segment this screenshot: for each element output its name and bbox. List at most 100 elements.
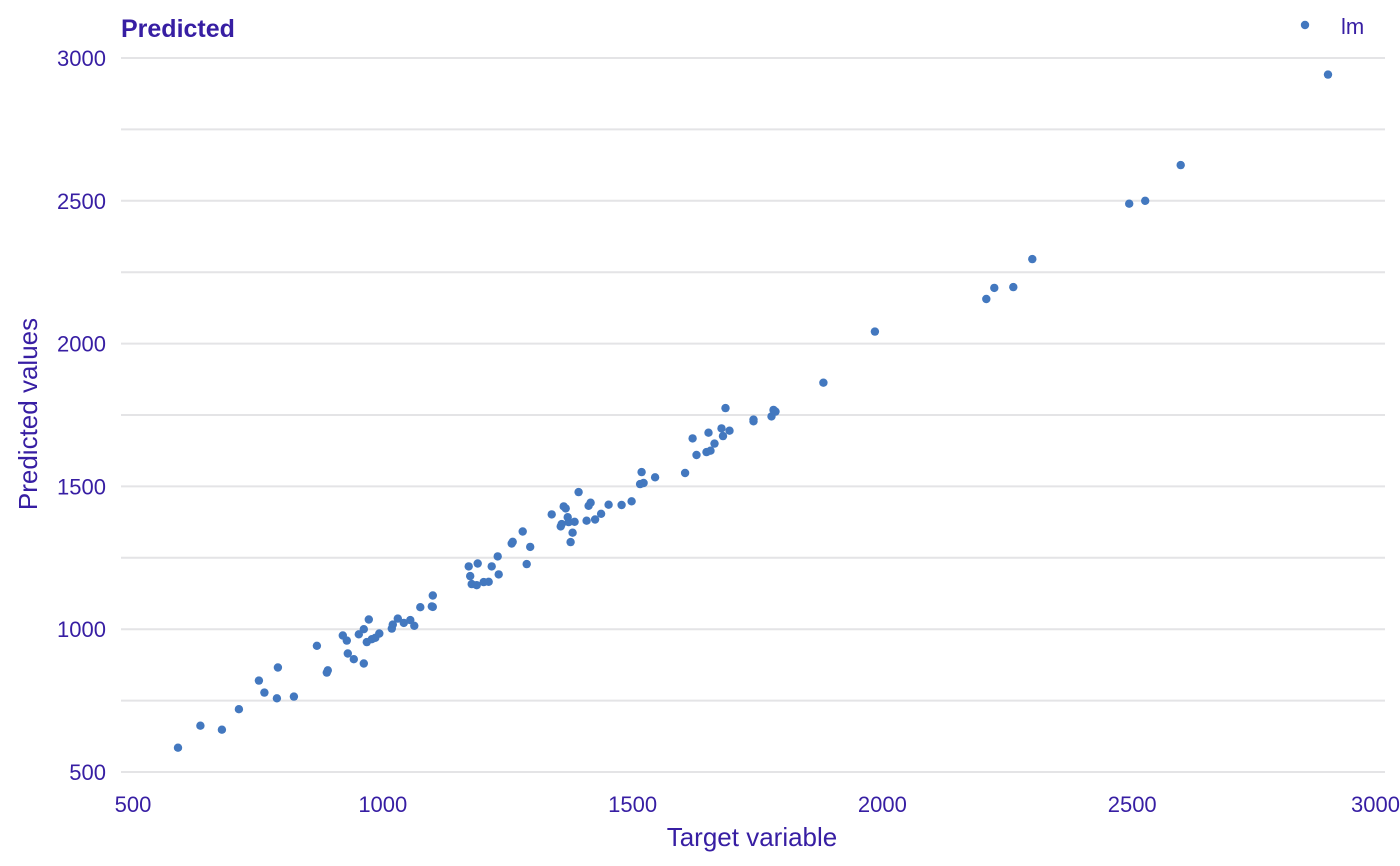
data-point <box>637 467 646 477</box>
data-point <box>819 378 828 387</box>
data-point <box>234 705 244 714</box>
data-point <box>570 517 579 526</box>
legend: lm <box>1300 14 1364 39</box>
data-point <box>393 614 402 623</box>
data-point <box>574 487 583 497</box>
data-point <box>582 516 591 525</box>
data-point <box>990 283 999 293</box>
data-point <box>312 641 322 650</box>
data-point <box>359 625 368 634</box>
data-point <box>586 498 595 507</box>
data-point <box>217 725 227 734</box>
data-point <box>518 527 527 536</box>
data-point <box>1125 199 1134 208</box>
x-axis-label: Target variable <box>667 822 838 852</box>
data-point <box>473 559 482 568</box>
data-point <box>289 692 299 701</box>
y-axis-label: Predicted values <box>13 318 43 510</box>
legend-marker <box>1300 20 1310 30</box>
data-point <box>706 446 715 455</box>
x-tick-label: 1500 <box>608 792 657 817</box>
x-tick-label: 2500 <box>1108 792 1157 817</box>
x-tick-label: 2000 <box>858 792 907 817</box>
data-point <box>568 528 577 537</box>
data-point <box>604 500 613 509</box>
data-point <box>692 450 701 460</box>
data-point <box>1009 282 1018 292</box>
data-point <box>272 694 282 703</box>
data-point <box>428 591 437 600</box>
data-point <box>359 659 368 668</box>
data-point <box>273 663 283 672</box>
x-tick-label: 3000 <box>1351 792 1400 817</box>
y-tick-label: 3000 <box>57 46 106 71</box>
data-point <box>561 504 570 513</box>
data-point <box>1141 196 1150 205</box>
legend-label: lm <box>1341 14 1364 39</box>
data-point <box>617 500 626 510</box>
data-point <box>721 403 730 413</box>
data-point <box>526 542 535 552</box>
data-point <box>494 570 503 579</box>
data-point <box>870 327 880 336</box>
data-point <box>522 559 531 569</box>
data-point <box>484 577 493 586</box>
data-point <box>388 620 397 629</box>
data-point <box>718 431 728 441</box>
data-point <box>1323 70 1333 79</box>
data-point <box>557 519 566 529</box>
y-tick-label: 2500 <box>57 189 106 214</box>
data-point <box>349 655 358 664</box>
chart-title: Predicted <box>121 15 235 43</box>
data-point <box>771 407 780 416</box>
data-point <box>493 552 502 561</box>
data-point <box>508 537 517 546</box>
data-point <box>343 649 352 658</box>
data-point <box>364 615 373 624</box>
data-points <box>173 70 1333 752</box>
y-tick-label: 2000 <box>57 332 106 357</box>
data-point <box>650 473 660 482</box>
data-point <box>710 439 719 448</box>
data-point <box>342 636 351 645</box>
grid-lines <box>121 57 1385 773</box>
data-point <box>564 517 573 527</box>
data-point <box>725 426 734 435</box>
y-tick-label: 1000 <box>57 617 106 642</box>
data-point <box>410 621 419 630</box>
data-point <box>466 571 475 581</box>
x-tick-label: 1000 <box>358 792 407 817</box>
x-tick-label: 500 <box>115 792 152 817</box>
data-point <box>196 721 205 730</box>
data-point <box>590 515 600 524</box>
data-point <box>416 603 425 612</box>
data-point <box>749 417 758 426</box>
data-point <box>472 581 481 590</box>
data-point <box>566 537 575 547</box>
data-point <box>982 294 991 304</box>
y-axis-ticks: 500 1000 1500 2000 2500 3000 <box>57 46 106 785</box>
y-tick-label: 500 <box>69 760 106 785</box>
data-point <box>717 424 726 433</box>
x-axis-ticks: 500 1000 1500 2000 2500 3000 <box>115 792 1400 817</box>
data-point <box>639 478 648 488</box>
data-point <box>1028 254 1037 264</box>
data-point <box>704 428 713 437</box>
data-point <box>688 434 697 443</box>
data-point <box>596 509 606 518</box>
data-point <box>260 688 269 697</box>
data-point <box>464 562 473 571</box>
data-point <box>375 629 384 638</box>
data-point <box>680 468 690 478</box>
data-point <box>173 743 183 752</box>
data-point <box>428 602 437 612</box>
data-point <box>1176 160 1185 170</box>
data-point <box>254 676 264 685</box>
data-point <box>323 666 332 675</box>
data-point <box>487 562 496 571</box>
data-point <box>547 510 556 519</box>
y-tick-label: 1500 <box>57 474 106 499</box>
data-point <box>627 497 636 506</box>
data-point <box>399 618 408 628</box>
